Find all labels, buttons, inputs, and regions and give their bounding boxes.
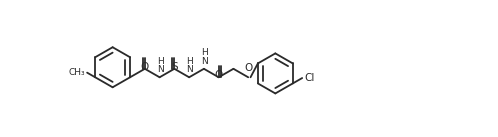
Text: H
N: H N: [157, 57, 164, 74]
Text: O: O: [141, 62, 149, 72]
Text: H
N: H N: [187, 57, 193, 74]
Text: S: S: [171, 62, 178, 72]
Text: Cl: Cl: [304, 73, 315, 83]
Text: CH₃: CH₃: [69, 68, 86, 77]
Text: H
N: H N: [201, 48, 208, 66]
Text: O: O: [244, 63, 252, 73]
Text: O: O: [215, 70, 223, 80]
